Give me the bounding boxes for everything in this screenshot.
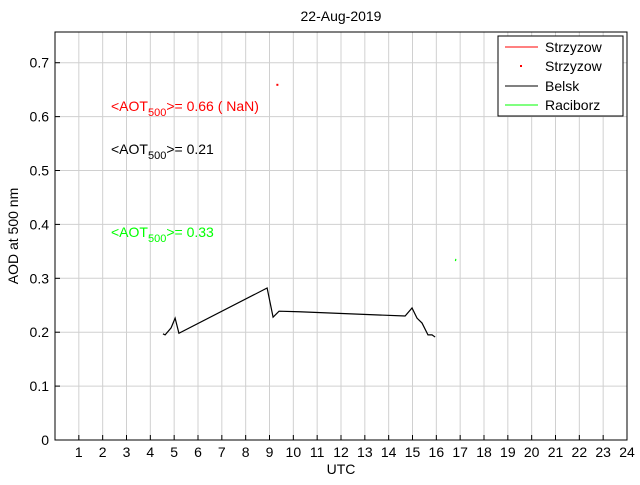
x-tick-label: 4 — [146, 444, 154, 460]
x-tick-label: 12 — [333, 444, 349, 460]
mean-aot-annotation: <AOT500>= 0.66 ( NaN) — [111, 98, 259, 119]
y-tick-label: 0.7 — [30, 55, 50, 71]
data-point-strzyzow — [276, 84, 278, 86]
x-tick-label: 22 — [572, 444, 588, 460]
x-tick-label: 9 — [266, 444, 274, 460]
x-tick-label: 1 — [75, 444, 83, 460]
x-tick-label: 11 — [310, 444, 325, 460]
y-axis-label: AOD at 500 nm — [5, 188, 21, 285]
x-tick-label: 13 — [357, 444, 373, 460]
x-tick-label: 21 — [548, 444, 564, 460]
x-tick-label: 10 — [286, 444, 302, 460]
y-tick-label: 0.3 — [30, 270, 50, 286]
x-tick-label: 14 — [381, 444, 397, 460]
annotation-prefix: <AOT — [111, 141, 148, 157]
series-line-belsk — [163, 288, 435, 337]
x-tick-label: 16 — [429, 444, 445, 460]
x-tick-label: 3 — [123, 444, 131, 460]
y-tick-label: 0.4 — [30, 216, 50, 232]
chart-title: 22-Aug-2019 — [301, 8, 382, 24]
y-tick-label: 0.1 — [30, 378, 50, 394]
legend: Strzyzow Strzyzow Belsk Raciborz — [498, 36, 623, 116]
legend-swatch-strzyzow-point — [520, 65, 522, 67]
x-tick-label: 8 — [242, 444, 250, 460]
x-tick-label: 5 — [170, 444, 178, 460]
x-tick-label: 6 — [194, 444, 202, 460]
x-axis-label: UTC — [327, 461, 356, 477]
x-tick-label: 20 — [524, 444, 540, 460]
annotation-prefix: <AOT — [111, 98, 148, 114]
x-tick-label: 7 — [218, 444, 226, 460]
y-tick-label: 0.2 — [30, 324, 50, 340]
series-layer — [163, 84, 456, 337]
annotation-prefix: <AOT — [111, 224, 148, 240]
y-tick-label: 0 — [41, 432, 49, 448]
y-tick-label: 0.5 — [30, 163, 50, 179]
legend-label: Strzyzow — [545, 39, 603, 55]
legend-label: Raciborz — [545, 97, 600, 113]
x-tick-label: 17 — [452, 444, 468, 460]
y-tick-label: 0.6 — [30, 109, 50, 125]
annotation-subscript: 500 — [148, 107, 166, 119]
x-tick-label: 2 — [99, 444, 107, 460]
x-tick-label: 24 — [619, 444, 635, 460]
annotation-value: >= 0.66 ( NaN) — [166, 98, 259, 114]
x-tick-label: 18 — [476, 444, 492, 460]
legend-label: Belsk — [545, 78, 580, 94]
annotations: <AOT500>= 0.66 ( NaN)<AOT500>= 0.21<AOT5… — [111, 98, 259, 245]
annotation-value: >= 0.33 — [166, 224, 214, 240]
legend-label: Strzyzow — [545, 58, 603, 74]
x-tick-label: 23 — [595, 444, 611, 460]
annotation-subscript: 500 — [148, 150, 166, 162]
annotation-subscript: 500 — [148, 233, 166, 245]
x-tick-label: 15 — [405, 444, 421, 460]
x-tick-label: 19 — [500, 444, 516, 460]
annotation-value: >= 0.21 — [166, 141, 214, 157]
